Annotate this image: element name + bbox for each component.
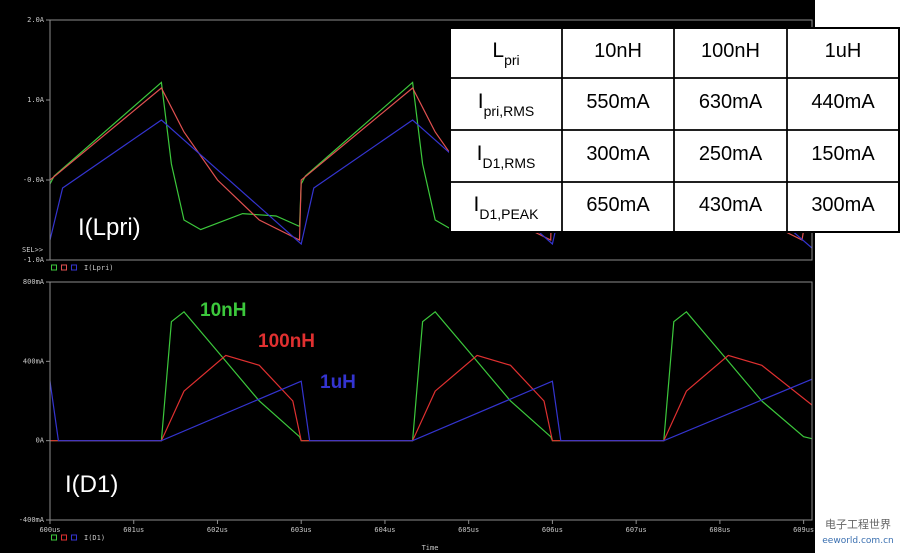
trace-label: 100nH: [258, 331, 315, 352]
plot-frame: [49, 281, 813, 521]
y-tick-label: 2.0A: [27, 16, 45, 24]
header-sub: D1,PEAK: [479, 206, 539, 222]
legend-symbol: [51, 534, 57, 541]
x-axis-label: Time: [422, 544, 439, 552]
table-value: 550mA: [586, 91, 650, 113]
x-tick-label: 600us: [39, 526, 60, 534]
header-main: I: [474, 193, 480, 216]
y-tick-label: -400mA: [19, 516, 45, 524]
x-tick-label: 604us: [374, 526, 395, 534]
table-header: Ipri,RMS: [478, 90, 534, 119]
trace-label: 1uH: [320, 372, 356, 393]
table-cell: [786, 181, 900, 233]
table-value: 150mA: [811, 143, 875, 165]
y-tick-label: 800mA: [23, 278, 45, 286]
x-tick-label: 602us: [207, 526, 228, 534]
header-sub: D1,RMS: [482, 155, 535, 171]
watermark-site: eeworld.com.cn: [822, 536, 893, 546]
plot-bottom: [50, 310, 812, 442]
trace-annotation: I(D1): [65, 471, 118, 498]
trace: [50, 378, 812, 442]
table-value: 440mA: [811, 91, 875, 113]
header-main: I: [477, 142, 483, 165]
header-main: I: [478, 90, 484, 113]
table-value: 250mA: [699, 143, 763, 165]
trace-label: 10nH: [200, 300, 246, 321]
header-sub: pri: [504, 52, 520, 68]
legend-symbol: [71, 264, 77, 271]
trace: [50, 354, 812, 442]
legend-symbol: [71, 534, 77, 541]
watermark-title: 电子工程世界: [825, 518, 891, 531]
legend-symbol: [61, 264, 67, 271]
y-tick-label: 400mA: [23, 357, 45, 365]
sel-marker: SEL>>: [22, 246, 43, 254]
table-value: 300mA: [811, 194, 875, 216]
table-value: 100nH: [701, 40, 760, 62]
legend-symbol: [61, 534, 67, 541]
table-header: Lpri: [492, 39, 519, 68]
y-tick-label: -0.0A: [23, 176, 45, 184]
y-tick-label: 0A: [36, 437, 45, 445]
overlay: 2.0A 1.0A -0.0A -1.0A SEL>> I(Lpri) I(Lpri) 800…: [19, 16, 900, 552]
table-value: 650mA: [586, 194, 650, 216]
header-main: L: [492, 39, 504, 62]
y-tick-label: -1.0A: [23, 256, 45, 264]
x-tick-label: 603us: [291, 526, 312, 534]
table-value: 300mA: [586, 143, 650, 165]
x-tick-label: 601us: [123, 526, 144, 534]
x-tick-label: 607us: [626, 526, 647, 534]
header-sub: pri,RMS: [484, 103, 535, 119]
legend-symbol: [51, 264, 57, 271]
table-value: 10nH: [594, 40, 642, 62]
table-value: 430mA: [699, 194, 763, 216]
table-value: 630mA: [699, 91, 763, 113]
x-tick-label: 606us: [542, 526, 563, 534]
table-header: ID1,PEAK: [474, 193, 540, 222]
table-value: 1uH: [825, 40, 862, 62]
y-tick-label: 1.0A: [27, 96, 45, 104]
trace: [50, 310, 812, 442]
x-tick-label: 605us: [458, 526, 479, 534]
trace-annotation: I(Lpri): [78, 214, 141, 241]
x-tick-label: 609us: [793, 526, 814, 534]
x-tick-label: 608us: [709, 526, 730, 534]
table-header: ID1,RMS: [477, 142, 536, 171]
legend-text: I(D1): [84, 534, 105, 542]
legend-text: I(Lpri): [84, 264, 114, 272]
watermark-box: [815, 510, 901, 553]
